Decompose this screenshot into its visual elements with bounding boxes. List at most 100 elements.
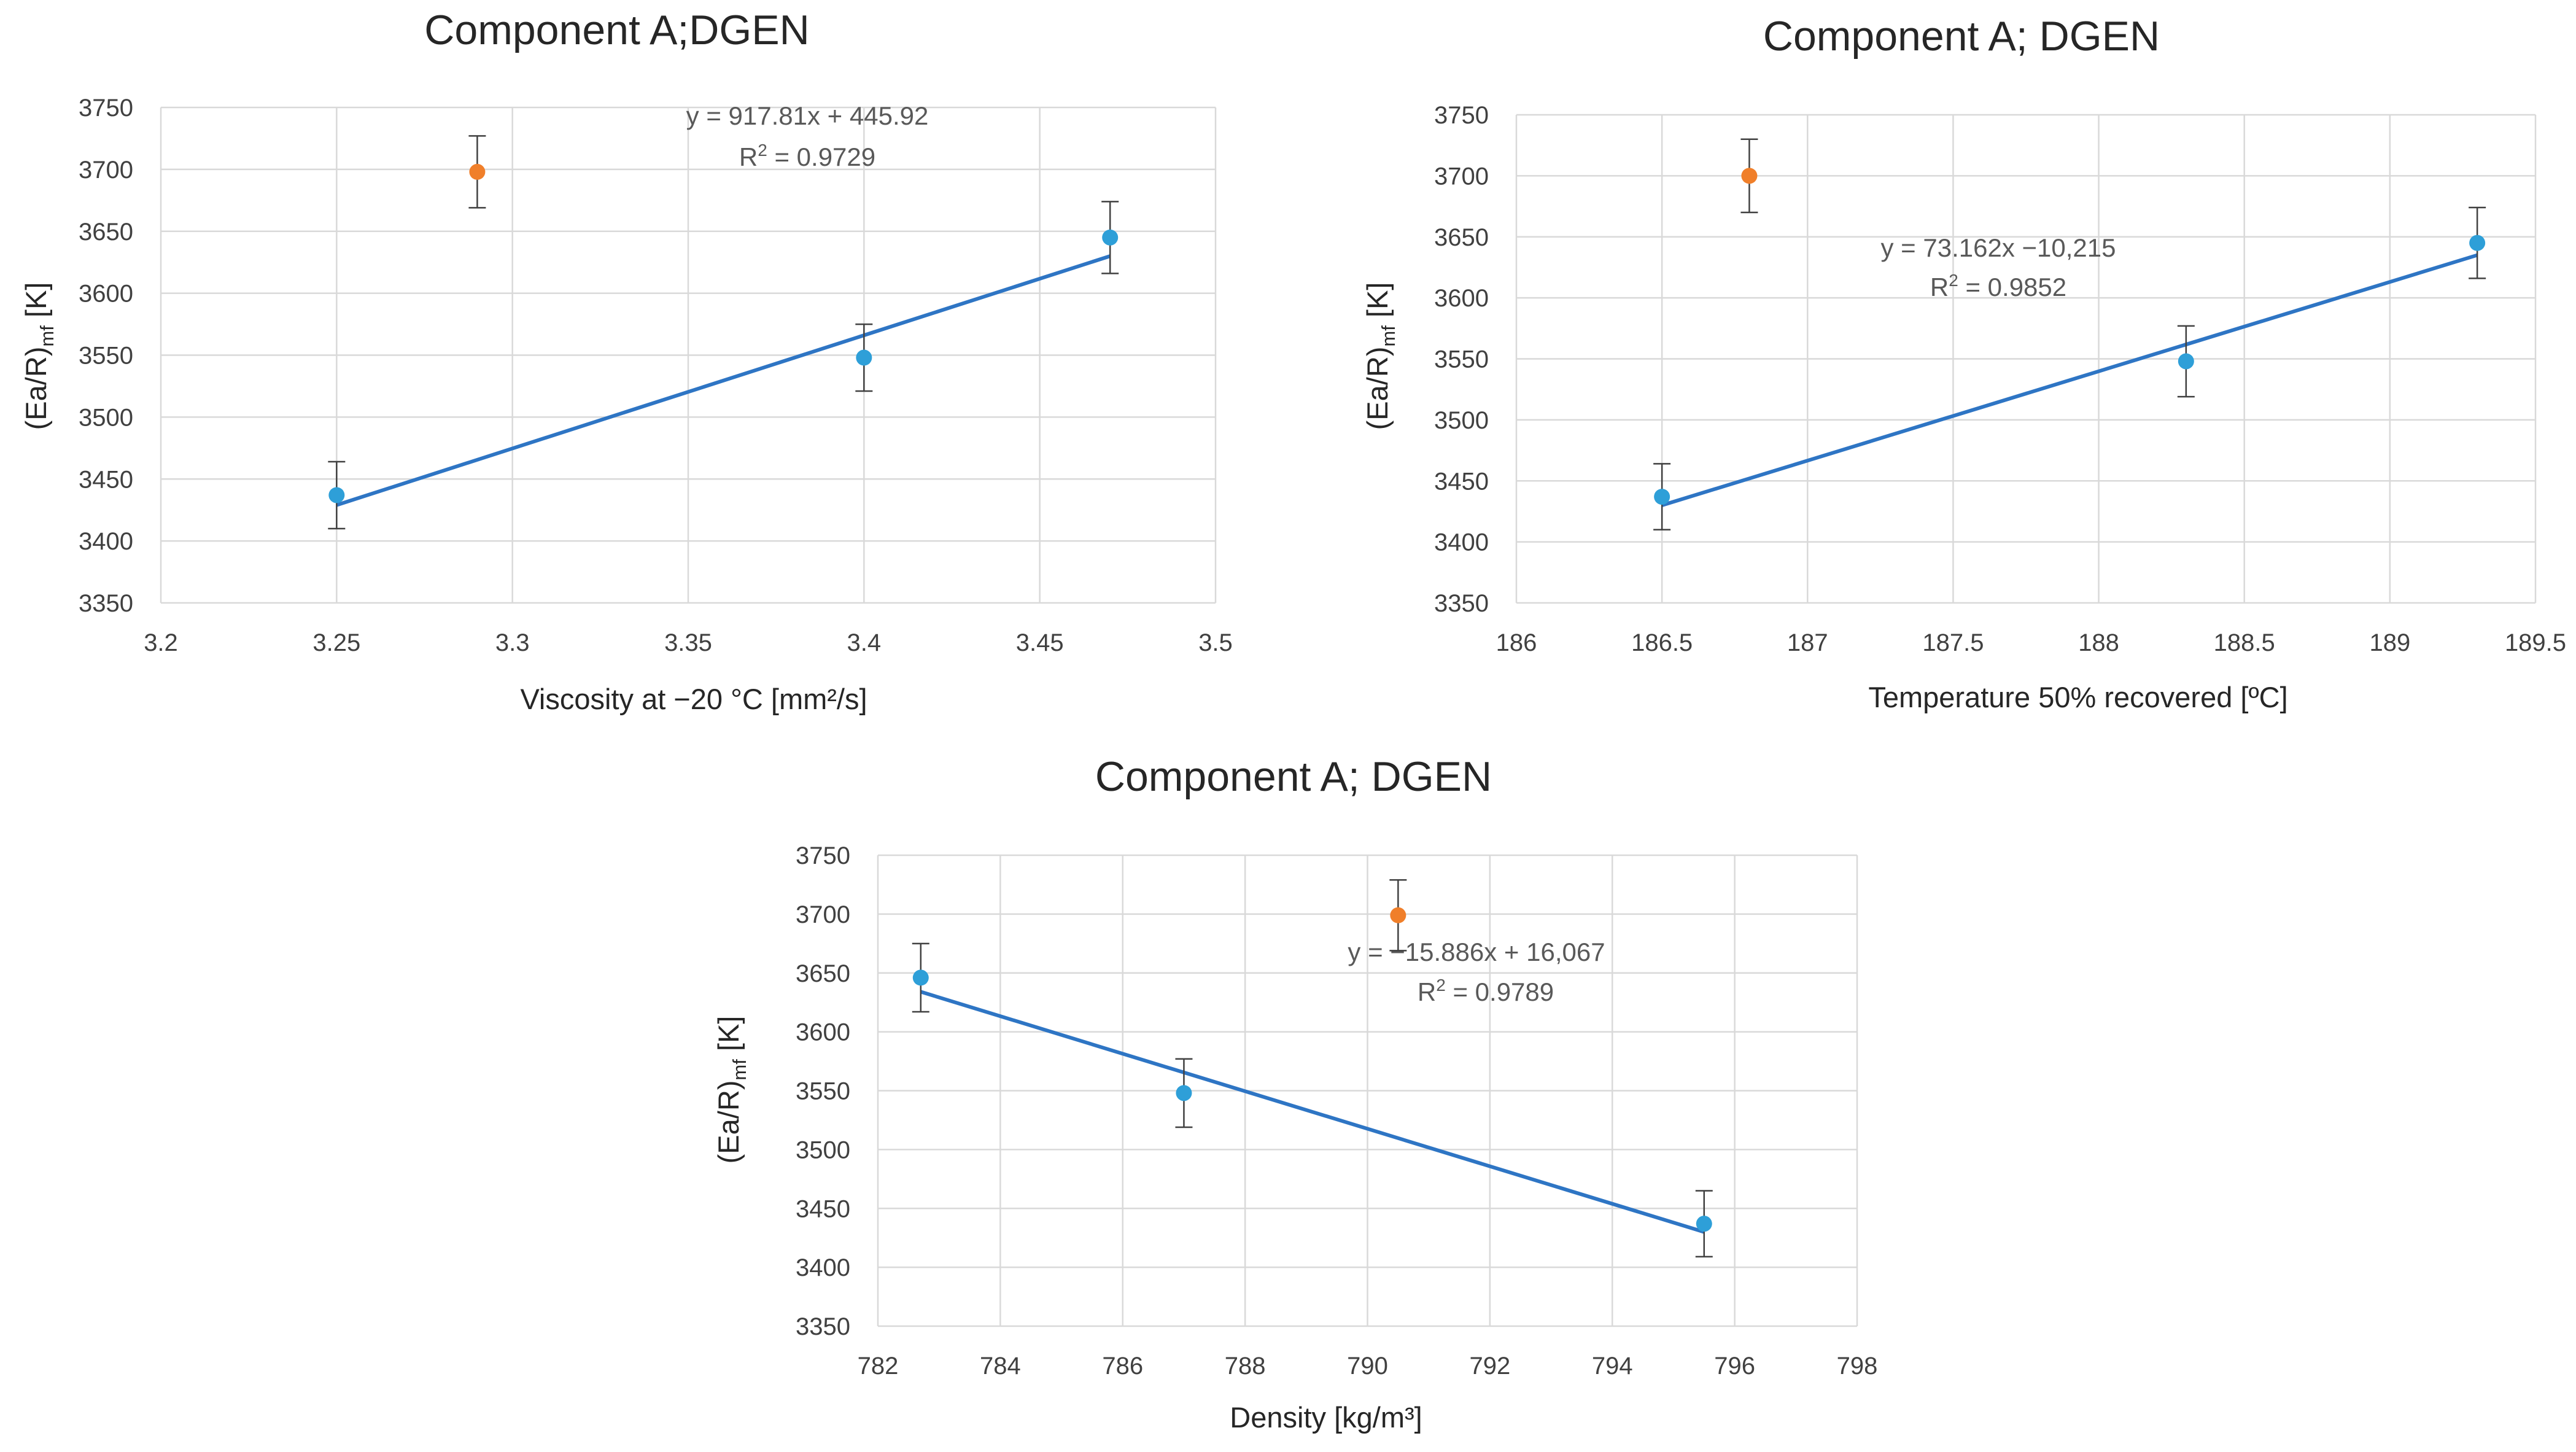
y-axis-label-main: (Ea/R)	[1361, 347, 1394, 430]
trendline-layer	[920, 990, 1705, 1234]
x-tick-label: 186	[1496, 629, 1537, 656]
y-tick-labels: 3350 3400 3450 3500 3550 3600 3650 3700 3750	[79, 95, 133, 617]
y-tick-label: 3750	[1434, 102, 1489, 129]
y-tick-label: 3750	[79, 95, 133, 122]
x-tick-label: 3.5	[1198, 629, 1233, 656]
y-tick-label: 3600	[1434, 285, 1489, 312]
trendline	[336, 254, 1111, 507]
y-tick-label: 3350	[79, 590, 133, 617]
y-tick-label: 3550	[1434, 346, 1489, 373]
x-axis-label: Viscosity at −20 °C [mm²/s]	[520, 683, 867, 715]
y-tick-label: 3350	[796, 1313, 850, 1340]
grid-layer	[877, 854, 1858, 1327]
y-tick-label: 3550	[79, 343, 133, 370]
data-point	[1102, 229, 1119, 246]
x-tick-label: 794	[1592, 1353, 1633, 1380]
x-tick-label: 792	[1470, 1353, 1511, 1380]
chart-title: Component A; DGEN	[1095, 753, 1492, 800]
x-tick-label: 3.25	[312, 629, 360, 656]
x-tick-label: 189	[2369, 629, 2410, 656]
r-squared-symbol: R	[1418, 977, 1436, 1006]
y-axis-label-main: (Ea/R)	[712, 1081, 745, 1164]
chart-viscosity: Component A;DGEN 3.2 3.25 3.3 3.35 3.4 3.45 3.…	[0, 0, 1277, 737]
r-squared-value: = 0.9789	[1446, 977, 1554, 1006]
x-axis-label: Density [kg/m³]	[1230, 1401, 1422, 1434]
y-tick-label: 3350	[1434, 590, 1489, 617]
y-tick-label: 3650	[79, 219, 133, 246]
y-tick-label: 3400	[79, 528, 133, 555]
r-squared-label: R2 = 0.9789	[1418, 976, 1554, 1006]
r-squared-symbol: R	[1930, 273, 1949, 301]
x-tick-label: 790	[1347, 1353, 1388, 1380]
x-tick-label: 786	[1102, 1353, 1143, 1380]
r-squared-exponent: 2	[1949, 271, 1958, 290]
y-axis-label-sub: mf	[1378, 325, 1399, 347]
x-tick-label: 188	[2078, 629, 2119, 656]
data-point	[1741, 168, 1758, 184]
data-point	[1654, 489, 1670, 505]
r-squared-symbol: R	[739, 142, 758, 171]
trendline-equation: y = −15.886x + 16,067	[1348, 938, 1605, 966]
y-axis-label-sub: mf	[729, 1059, 750, 1081]
chart-title: Component A;DGEN	[424, 7, 809, 53]
y-tick-label: 3450	[796, 1195, 850, 1222]
grid-layer	[160, 106, 1217, 604]
y-tick-label: 3600	[79, 281, 133, 308]
chart-title: Component A; DGEN	[1763, 13, 2160, 60]
y-tick-labels: 3350 3400 3450 3500 3550 3600 3650 3700 3750	[796, 842, 850, 1340]
r-squared-value: = 0.9852	[1958, 273, 2066, 301]
data-point	[856, 349, 872, 366]
x-tick-label: 3.3	[495, 629, 530, 656]
trendline-layer	[1661, 253, 2478, 507]
data-point	[1696, 1216, 1712, 1232]
data-point	[328, 487, 345, 503]
y-tick-label: 3500	[1434, 407, 1489, 434]
x-tick-label: 3.4	[847, 629, 882, 656]
x-tick-label: 189.5	[2505, 629, 2566, 656]
x-tick-label: 3.35	[664, 629, 712, 656]
x-tick-label: 796	[1714, 1353, 1755, 1380]
x-tick-label: 186.5	[1631, 629, 1693, 656]
y-axis-label-unit: [K]	[20, 282, 52, 326]
y-tick-label: 3750	[796, 842, 850, 869]
y-axis-label-main: (Ea/R)	[20, 347, 52, 430]
y-tick-label: 3400	[796, 1254, 850, 1281]
points-layer	[1653, 138, 2486, 530]
chart-viscosity-svg: Component A;DGEN 3.2 3.25 3.3 3.35 3.4 3.45 3.…	[20, 7, 1233, 715]
trendline-equation: y = 917.81x + 445.92	[686, 101, 929, 130]
data-point	[469, 163, 486, 180]
y-tick-label: 3500	[796, 1136, 850, 1163]
points-layer	[912, 879, 1713, 1258]
data-point	[1390, 907, 1406, 923]
x-tick-label: 784	[980, 1353, 1021, 1380]
y-tick-label: 3450	[1434, 468, 1489, 495]
x-tick-label: 782	[858, 1353, 899, 1380]
y-tick-label: 3700	[79, 157, 133, 184]
x-tick-labels: 3.2 3.25 3.3 3.35 3.4 3.45 3.5	[144, 629, 1233, 656]
r-squared-label: R2 = 0.9729	[739, 141, 875, 171]
y-tick-label: 3700	[1434, 163, 1489, 190]
y-axis-label-unit: [K]	[712, 1016, 745, 1060]
data-point	[2178, 353, 2194, 370]
y-tick-labels: 3350 3400 3450 3500 3550 3600 3650 3700 3750	[1434, 102, 1489, 617]
x-tick-labels: 782 784 786 788 790 792 794 796 798	[858, 1353, 1878, 1380]
trendline-equation: y = 73.162x −10,215	[1881, 233, 2116, 262]
data-point	[2469, 235, 2486, 251]
chart-temperature-svg: Component A; DGEN 186 186.5 187 187.5 188 188…	[1361, 13, 2566, 713]
y-axis-label-sub: mf	[36, 325, 58, 347]
r-squared-exponent: 2	[1436, 976, 1446, 995]
trendline-layer	[336, 254, 1111, 507]
x-tick-label: 187	[1787, 629, 1828, 656]
y-axis-label-unit: [K]	[1361, 282, 1394, 326]
x-axis-label: Temperature 50% recovered [ºC]	[1868, 681, 2287, 713]
x-tick-label: 3.2	[144, 629, 178, 656]
y-axis-label: (Ea/R)mf [K]	[712, 1016, 750, 1164]
y-tick-label: 3650	[1434, 224, 1489, 251]
points-layer	[328, 135, 1119, 530]
chart-density: Component A; DGEN 782 784 786 788 790 792 794 7…	[645, 737, 1922, 1452]
x-tick-label: 187.5	[1922, 629, 1984, 656]
x-tick-label: 188.5	[2214, 629, 2275, 656]
chart-temperature: Component A; DGEN 186 186.5 187 187.5 188 188…	[1332, 0, 2576, 737]
r-squared-value: = 0.9729	[767, 142, 875, 171]
trendline	[1661, 253, 2478, 507]
